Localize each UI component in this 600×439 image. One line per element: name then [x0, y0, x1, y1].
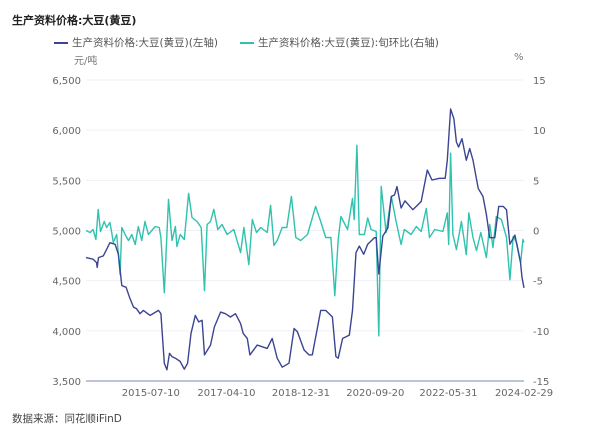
- x-tick-label: 2022-05-31: [419, 388, 477, 399]
- left-axis-unit: 元/吨: [74, 56, 98, 67]
- left-tick-label: 5,500: [52, 176, 81, 187]
- legend-swatch-price: [54, 41, 68, 44]
- right-tick-label: -10: [533, 327, 549, 338]
- legend-item-mom[interactable]: 生产资料价格:大豆(黄豆):旬环比(右轴): [239, 35, 439, 50]
- legend-swatch-mom: [239, 41, 254, 44]
- right-tick-label: 0: [533, 227, 539, 238]
- left-tick-label: 4,000: [52, 327, 81, 338]
- legend-item-price[interactable]: 生产资料价格:大豆(黄豆)(左轴): [54, 35, 218, 50]
- legend: 生产资料价格:大豆(黄豆)(左轴) 生产资料价格:大豆(黄豆):旬环比(右轴): [54, 35, 439, 50]
- right-tick-label: -5: [533, 277, 543, 288]
- right-tick-label: 10: [533, 126, 546, 137]
- left-tick-label: 3,500: [52, 377, 81, 388]
- right-tick-label: 15: [533, 76, 546, 87]
- left-tick-label: 6,500: [52, 76, 81, 87]
- x-tick-label: 2020-09-20: [346, 388, 404, 399]
- right-tick-label: 5: [533, 176, 539, 187]
- x-tick-label: 2015-07-10: [122, 388, 180, 399]
- left-tick-label: 4,500: [52, 277, 81, 288]
- x-tick-label: 2024-02-29: [495, 388, 553, 399]
- right-tick-label: -15: [533, 377, 549, 388]
- left-tick-label: 6,000: [52, 126, 81, 137]
- legend-label-price: 生产资料价格:大豆(黄豆)(左轴): [72, 37, 218, 49]
- series-line-price: [85, 108, 525, 371]
- data-source: 数据来源：同花顺iFinD: [12, 413, 122, 425]
- chart-title: 生产资料价格:大豆(黄豆): [12, 14, 137, 27]
- x-tick-label: 2018-12-31: [272, 388, 330, 399]
- x-tick-label: 2017-04-10: [197, 388, 255, 399]
- right-axis-unit: %: [514, 52, 524, 63]
- left-tick-label: 5,000: [52, 227, 81, 238]
- legend-label-mom: 生产资料价格:大豆(黄豆):旬环比(右轴): [257, 37, 439, 49]
- series-line-mom-change: [85, 144, 525, 337]
